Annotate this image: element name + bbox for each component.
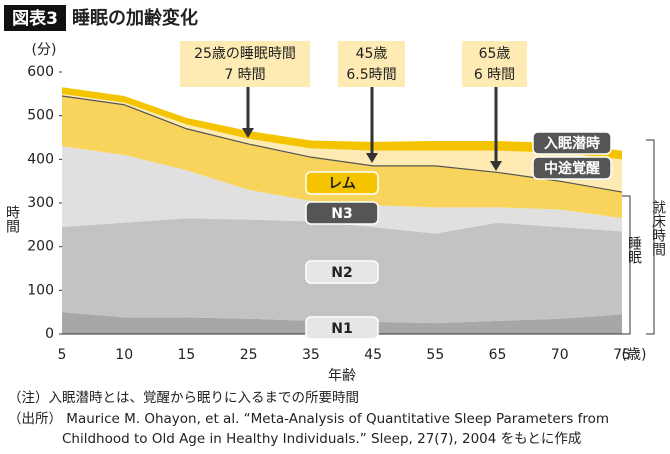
area bbox=[62, 96, 622, 219]
x-tick-label: 5 bbox=[58, 347, 67, 363]
legend-box bbox=[532, 156, 612, 180]
legend-box bbox=[532, 131, 612, 155]
annotation: 25歳の睡眠時間 bbox=[194, 46, 296, 62]
annotation: 45歳 bbox=[356, 46, 388, 62]
arrow-head bbox=[242, 128, 254, 138]
annotation-box bbox=[338, 41, 405, 87]
arrow-head bbox=[490, 161, 502, 171]
legend-label: N3 bbox=[331, 206, 352, 222]
bracket-label: 就床時間 bbox=[650, 200, 666, 257]
x-tick-label: 55 bbox=[426, 347, 444, 363]
y-tick-label: 200 bbox=[27, 239, 54, 255]
legend-label: レム bbox=[328, 176, 356, 192]
legend-label: 入眠潜時 bbox=[544, 135, 600, 152]
x-label: 年齢 bbox=[328, 368, 356, 384]
annotation: 65歳 bbox=[479, 46, 511, 62]
chart-title: 睡眠の加齢変化 bbox=[72, 7, 198, 29]
sleep-total-line bbox=[61, 95, 623, 193]
area bbox=[62, 146, 622, 234]
annotation: 7 時間 bbox=[224, 67, 265, 83]
area bbox=[62, 87, 622, 160]
annotation: 6 時間 bbox=[474, 67, 515, 83]
source: Childhood to Old Age in Healthy Individu… bbox=[62, 431, 581, 447]
y-tick-label: 500 bbox=[27, 108, 54, 124]
y-tick-label: 300 bbox=[27, 195, 54, 211]
y-tick-label: 400 bbox=[27, 151, 54, 167]
y-unit: (分) bbox=[32, 42, 57, 58]
y-tick-label: 600 bbox=[27, 64, 54, 80]
bracket bbox=[646, 139, 655, 335]
x-tick-label: 15 bbox=[178, 347, 196, 363]
x-tick-label: 75 bbox=[613, 347, 631, 363]
legend-box bbox=[305, 316, 379, 340]
note: （注）入眠潜時とは、覚醒から眠りに入るまでの所要時間 bbox=[8, 390, 359, 406]
arrow-head bbox=[366, 153, 378, 163]
legend-label: N1 bbox=[331, 321, 352, 337]
x-unit: (歳) bbox=[622, 347, 647, 363]
bracket-label: 睡眠 bbox=[626, 236, 642, 265]
x-tick-label: 45 bbox=[364, 347, 382, 363]
title-tag: 図表3 bbox=[12, 8, 58, 29]
bracket bbox=[622, 195, 631, 335]
y-tick-label: 100 bbox=[27, 282, 54, 298]
x-tick-label: 25 bbox=[240, 347, 258, 363]
area bbox=[62, 93, 622, 193]
y-label: 時間 bbox=[4, 205, 20, 234]
legend-label: N2 bbox=[331, 265, 352, 281]
y-tick-label: 0 bbox=[45, 326, 54, 342]
source: （出所） Maurice M. Ohayon, et al. “Meta-Ana… bbox=[8, 411, 609, 427]
x-tick-label: 65 bbox=[489, 347, 507, 363]
annotation-box bbox=[462, 41, 527, 87]
x-tick-label: 10 bbox=[115, 347, 133, 363]
legend-box bbox=[305, 260, 379, 284]
annotation-box bbox=[180, 41, 310, 87]
legend-box bbox=[305, 171, 379, 195]
legend-box bbox=[305, 201, 379, 225]
annotation: 6.5時間 bbox=[346, 67, 396, 83]
legend-label: 中途覚醒 bbox=[544, 160, 600, 177]
title-tag-box bbox=[4, 5, 66, 31]
x-tick-label: 70 bbox=[551, 347, 569, 363]
x-tick-label: 35 bbox=[302, 347, 320, 363]
